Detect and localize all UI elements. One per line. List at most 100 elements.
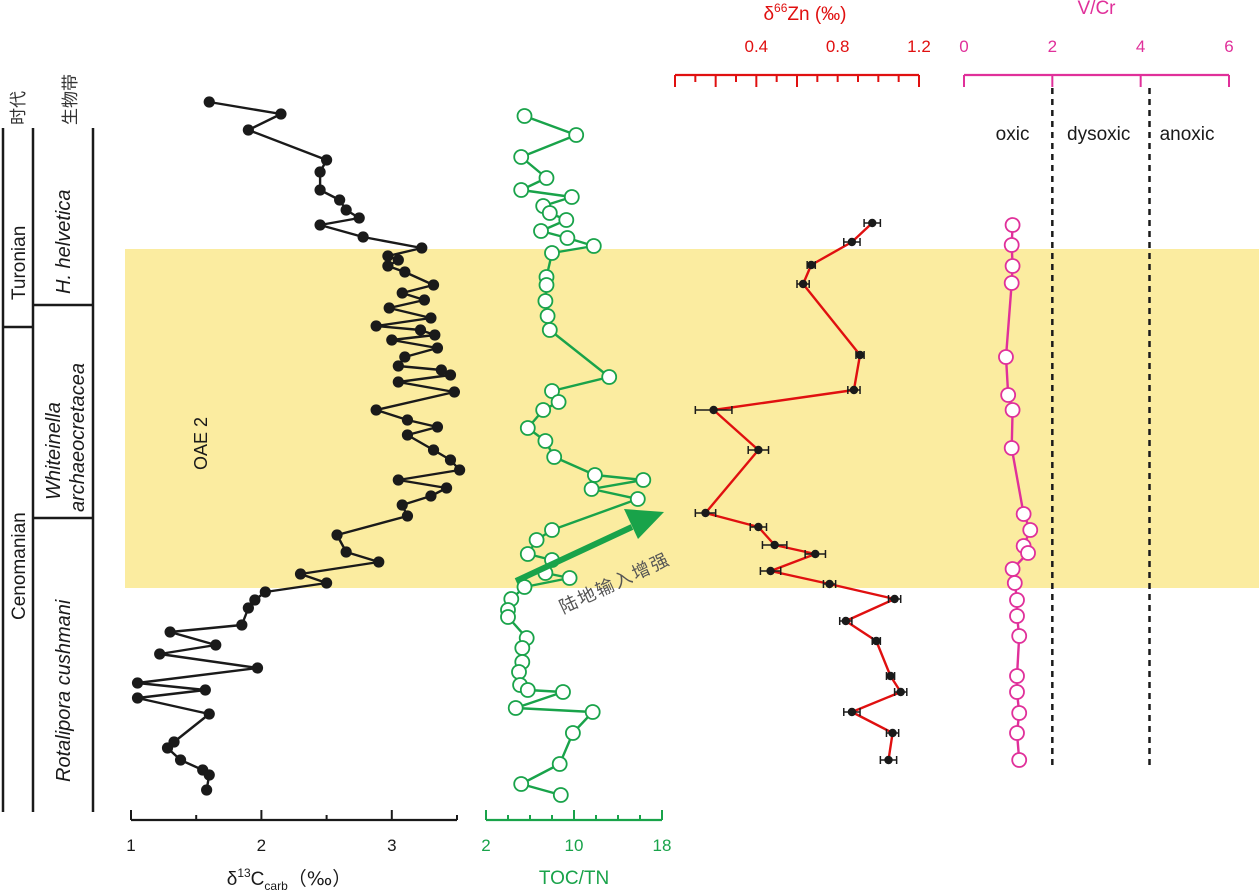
d66zn-point: [841, 616, 850, 626]
d13c-point: [386, 334, 398, 346]
d13c-point: [203, 769, 215, 781]
d13c-point: [435, 364, 447, 376]
d13c-point: [201, 784, 213, 796]
toctn-point: [565, 725, 581, 741]
d66zn-tick-label: 1.2: [907, 37, 931, 56]
d13c-point: [199, 684, 211, 696]
toctn-point: [538, 277, 555, 293]
d66zn-axis: 0.4 0.8 1.2 δ66Zn (‰): [674, 1, 931, 87]
d13c-point: [454, 464, 466, 476]
toctn-point: [546, 449, 563, 465]
toctn-point: [629, 491, 646, 507]
d66zn-point: [798, 279, 808, 289]
d66zn-point: [872, 636, 881, 646]
d66zn-tick-label: 0.4: [745, 37, 769, 56]
header-era: 时代: [9, 91, 29, 125]
vcr-point: [1003, 440, 1020, 456]
toctn-point: [513, 149, 530, 165]
d13c-point: [425, 312, 437, 324]
stage-turonian: Turonian: [9, 226, 30, 300]
vcr-point: [1000, 387, 1017, 403]
d13c-point: [164, 626, 176, 638]
vcr-point: [998, 349, 1014, 365]
d13c-point: [174, 754, 187, 766]
redox-label-dysoxic: dysoxic: [1067, 124, 1130, 145]
d13c-point: [401, 429, 414, 441]
d66zn-point: [709, 405, 718, 415]
d13c-point: [444, 369, 457, 381]
d13c-point: [414, 324, 427, 336]
d13c-point: [275, 108, 287, 120]
vcr-point: [1009, 725, 1025, 741]
d13c-point: [382, 260, 394, 272]
d66zn-point: [754, 522, 763, 532]
d13c-point: [431, 342, 444, 354]
d13c-point: [210, 639, 222, 651]
d13c-point: [425, 490, 437, 502]
d13c-point: [294, 568, 307, 580]
toctn-point: [544, 245, 560, 261]
toctn-point: [561, 570, 578, 586]
d13c-point: [392, 474, 404, 486]
d13c-point: [370, 320, 382, 332]
d66zn-point: [701, 508, 710, 518]
d66zn-point: [811, 549, 820, 559]
toctn-point: [538, 170, 555, 186]
vcr-point: [1004, 561, 1021, 577]
toctn-point: [514, 640, 531, 656]
oae2-band: [125, 249, 1259, 588]
header-zone: 生物带: [61, 74, 81, 125]
d66zn-point: [884, 755, 893, 765]
d13c-point: [154, 648, 166, 660]
d13c-point: [382, 250, 394, 262]
d13c-point: [242, 602, 254, 614]
toctn-tick-label: 10: [565, 836, 584, 855]
toctn-point: [511, 664, 527, 680]
d66zn-point: [847, 707, 857, 717]
d13c-tick-label: 2: [257, 836, 266, 855]
toctn-point: [601, 369, 618, 385]
data-panels: 1 2 3 δ13Ccarb（‰） 2 10 18 TOC/TN 0.4 0.8 1.2 δ66Zn …: [126, 0, 1233, 890]
d66zn-point: [855, 350, 865, 360]
zone-cushmani: Rotalipora cushmani: [53, 599, 75, 782]
strat-columns: [1, 128, 95, 812]
d13c-point: [427, 279, 440, 291]
d13c-point: [259, 586, 271, 598]
toctn-tick-label: 18: [653, 836, 672, 855]
toctn-point: [559, 230, 576, 246]
toctn-axis: 2 10 18 TOC/TN: [481, 810, 671, 889]
d13c-series: [131, 96, 466, 796]
vcr-point: [1020, 545, 1036, 561]
toctn-point: [552, 787, 569, 803]
d66zn-axis-title: δ66Zn (‰): [763, 1, 846, 25]
toctn-point: [513, 776, 530, 792]
toctn-point: [537, 433, 554, 449]
d13c-point: [392, 360, 404, 372]
toctn-point: [537, 293, 554, 309]
d13c-point: [370, 404, 382, 416]
d13c-point: [396, 287, 408, 299]
d13c-point: [161, 742, 174, 754]
d13c-point: [392, 376, 404, 388]
toctn-point: [533, 223, 549, 239]
d13c-point: [131, 677, 144, 689]
d13c-tick-label: 1: [126, 836, 135, 855]
vcr-axis-title: V/Cr: [1078, 0, 1117, 19]
d13c-point: [373, 556, 385, 568]
vcr-point: [1004, 217, 1021, 233]
d13c-point: [249, 594, 261, 606]
d13c-point: [314, 219, 326, 231]
vcr-point: [1009, 608, 1025, 624]
d13c-point: [448, 386, 460, 398]
vcr-point: [1004, 402, 1021, 418]
d13c-point: [396, 499, 408, 511]
d66zn-series-line: [704, 222, 902, 761]
d13c-point: [331, 529, 343, 541]
d13c-point: [242, 124, 254, 136]
vcr-point: [1003, 275, 1020, 291]
toctn-point: [513, 182, 530, 198]
d66zn-point: [770, 540, 779, 550]
d66zn-point: [825, 579, 834, 589]
toctn-point: [584, 704, 601, 720]
d13c-point: [321, 154, 333, 166]
